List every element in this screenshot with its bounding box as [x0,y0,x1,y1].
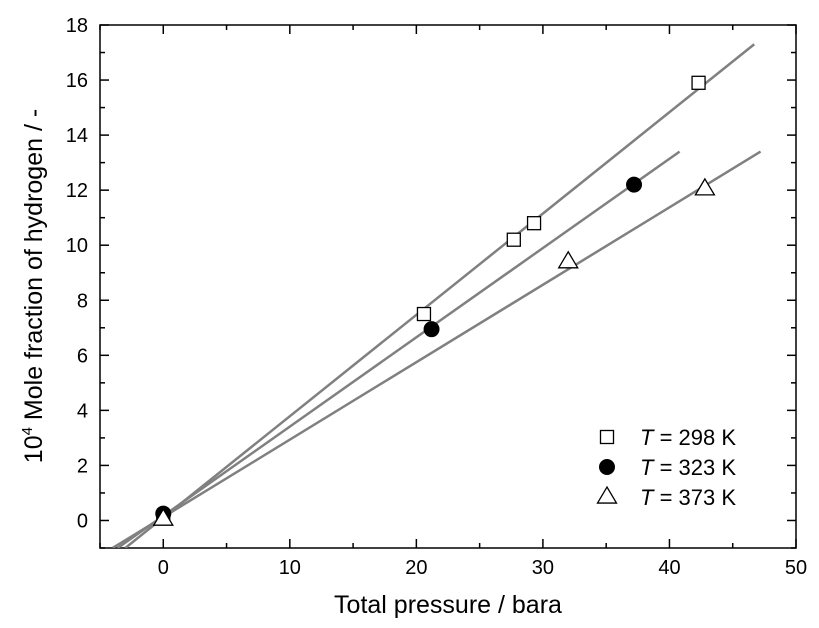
data-point-series-1 [626,176,643,193]
legend-label-rest: = 323 K [653,455,736,480]
tick-labels: 0 10 20 30 40 50 0 2 4 6 8 10 12 14 16 18 [66,15,807,579]
data-point-series-2 [557,250,579,269]
y-tick-label: 12 [66,180,88,202]
data-point-series-0 [506,232,521,247]
x-tick-label: 20 [405,557,427,579]
x-tick-label: 50 [785,557,807,579]
fit-line-series-0 [124,43,756,548]
legend: T = 298 KT = 323 KT = 373 K [596,425,736,510]
data-point-series-0 [416,306,432,322]
legend-marker-series-2 [596,485,618,504]
x-tick-label: 30 [532,557,554,579]
legend-label-italic: T [640,425,655,450]
legend-label-italic: T [640,485,655,510]
axis-ticks [99,24,797,549]
legend-label-series-0: T = 298 K [640,425,736,450]
legend-marker-series-0 [599,429,615,445]
y-tick-label: 4 [77,400,88,422]
x-tick-label: 40 [658,557,680,579]
y-axis-title-rest: Mole fraction of hydrogen / - [20,109,48,427]
y-tick-label: 2 [77,455,88,477]
data-markers [152,75,716,526]
fit-lines [112,43,762,548]
legend-label-series-2: T = 373 K [640,485,736,510]
legend-label-italic: T [640,455,655,480]
plot-frame [99,24,797,549]
y-tick-label: 16 [66,70,88,92]
x-tick-label: 10 [279,557,301,579]
legend-label-series-1: T = 323 K [640,455,736,480]
y-tick-label: 0 [77,510,88,532]
data-point-series-2 [694,177,716,196]
y-axis-title-exponent: 4 [19,427,36,435]
legend-marker-series-1 [599,459,615,475]
data-point-series-1 [423,321,440,338]
fit-line-series-1 [116,150,681,548]
legend-label-rest: = 298 K [653,425,736,450]
y-axis-title: 104 Mole fraction of hydrogen / - [19,109,48,463]
data-point-series-0 [691,75,706,90]
y-tick-label: 10 [66,235,88,257]
data-point-series-0 [526,216,542,231]
legend-label-rest: = 373 K [653,485,736,510]
y-tick-label: 6 [77,345,88,367]
y-tick-label: 18 [66,15,88,37]
y-tick-label: 14 [66,125,88,147]
x-tick-label: 0 [158,557,169,579]
y-axis-title-prefix: 10 [20,435,48,463]
y-tick-label: 8 [77,290,88,312]
data-point-series-2 [152,507,174,526]
fit-line-series-2 [112,150,762,548]
x-axis-title: Total pressure / bara [334,591,562,619]
